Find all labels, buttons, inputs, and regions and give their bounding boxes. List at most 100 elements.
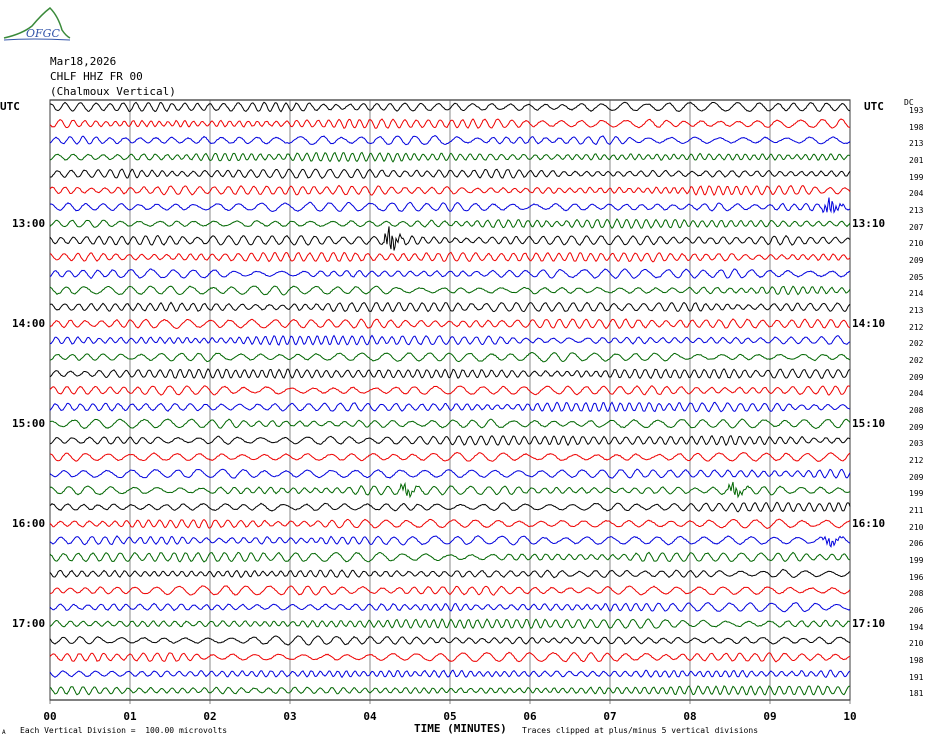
seismic-trace	[49, 385, 851, 396]
date-label: Mar18,2026	[50, 55, 117, 68]
seismic-trace	[49, 685, 850, 696]
seismic-trace	[50, 435, 851, 447]
dc-offset-label: 203	[909, 439, 924, 449]
dc-offset-label: 210	[909, 639, 924, 649]
hour-label-left: 17:00	[12, 616, 46, 630]
seismic-trace	[49, 451, 851, 462]
seismic-trace	[49, 226, 851, 251]
dc-offset-label: 206	[909, 539, 924, 549]
logo-mountain-icon	[3, 7, 71, 41]
dc-offset-label: 205	[909, 272, 924, 282]
seismic-trace	[49, 118, 850, 129]
location-label: (Chalmoux Vertical)	[50, 85, 176, 98]
seismic-trace	[49, 551, 851, 563]
seismic-trace	[49, 669, 851, 679]
seismic-trace	[49, 568, 851, 579]
seismic-trace	[49, 368, 851, 380]
dc-offset-label: 199	[909, 172, 924, 182]
dc-offset-label: 213	[909, 306, 924, 316]
hour-label-right: 16:10	[852, 516, 886, 530]
seismic-trace	[49, 184, 851, 196]
x-tick-label: 10	[843, 710, 857, 723]
seismic-trace	[49, 101, 850, 113]
dc-offset-label: 211	[909, 506, 924, 516]
dc-offset-label: 208	[909, 406, 924, 416]
hour-label-right: 14:10	[852, 316, 886, 330]
dc-offset-label: 198	[909, 656, 924, 666]
x-tick-label: 04	[363, 710, 377, 723]
station-label: CHLF HHZ FR 00	[50, 70, 143, 83]
x-axis-title: TIME (MINUTES)	[414, 722, 507, 735]
x-tick-label: 01	[123, 710, 137, 723]
seismic-trace	[49, 268, 851, 280]
utc-left-label: UTC	[0, 100, 20, 113]
hour-label-left: 13:00	[12, 216, 46, 230]
dc-offset-label: 213	[909, 206, 924, 216]
hour-label-right: 17:10	[852, 616, 886, 630]
seismic-trace	[49, 602, 851, 613]
dc-offset-label: 204	[909, 389, 924, 399]
dc-offset-label: 212	[909, 456, 924, 466]
seismic-trace	[49, 468, 851, 479]
corner-mark: A	[2, 729, 6, 736]
seismic-trace	[49, 218, 851, 229]
hour-label-right: 13:10	[852, 216, 886, 230]
dc-offset-label: 181	[909, 689, 924, 699]
seismic-trace	[49, 535, 851, 548]
seismic-trace	[49, 481, 851, 499]
dc-offset-label: 202	[909, 356, 924, 366]
utc-right-label: UTC	[864, 100, 884, 113]
seismic-trace	[49, 197, 851, 214]
dc-offset-label: 199	[909, 556, 924, 566]
dc-offset-label: 212	[909, 322, 924, 332]
dc-offset-label: 199	[909, 489, 924, 499]
dc-offset-label: 207	[909, 222, 924, 232]
logo-text: OFGC	[26, 27, 60, 40]
dc-offset-label: 209	[909, 372, 924, 382]
seismic-trace	[49, 518, 851, 529]
seismic-trace	[49, 651, 851, 663]
seismic-trace	[49, 135, 851, 146]
dc-offset-label: 209	[909, 472, 924, 482]
dc-offset-label: 202	[909, 339, 924, 349]
dc-offset-label: 198	[909, 122, 924, 132]
dc-offset-label: 210	[909, 239, 924, 249]
x-tick-label: 09	[763, 710, 777, 723]
ofgc-logo	[2, 4, 72, 44]
seismic-trace	[49, 334, 851, 346]
dc-offset-label: 204	[909, 189, 924, 199]
seismic-trace	[49, 285, 851, 296]
x-tick-label: 00	[43, 710, 57, 723]
seismic-trace	[49, 168, 851, 179]
x-tick-label: 07	[603, 710, 617, 723]
x-tick-label: 05	[443, 710, 457, 723]
dc-offset-label: 208	[909, 589, 924, 599]
seismic-trace	[49, 301, 851, 313]
seismic-trace	[49, 501, 851, 513]
seismic-trace	[49, 351, 851, 363]
dc-offset-label: 201	[909, 156, 924, 165]
dc-offset-label: 196	[909, 572, 924, 582]
dc-offset-label: 206	[909, 606, 924, 616]
dc-offset-label: 209	[909, 422, 924, 432]
seismic-trace	[49, 418, 851, 430]
seismic-trace	[49, 318, 851, 330]
footer-scale-note: Each Vertical Division = 100.00 microvol…	[20, 726, 228, 735]
hour-label-left: 14:00	[12, 316, 46, 330]
dc-offset-label: 194	[909, 622, 924, 632]
dc-offset-label: 210	[909, 522, 924, 532]
seismic-trace	[49, 251, 851, 263]
seismic-trace	[49, 618, 851, 630]
hour-label-left: 15:00	[12, 416, 46, 430]
seismic-trace	[49, 585, 851, 596]
hour-label-left: 16:00	[12, 516, 46, 530]
x-tick-label: 08	[683, 710, 697, 723]
seismic-trace	[49, 151, 851, 163]
dc-offset-label: 193	[909, 106, 924, 115]
hour-label-right: 15:10	[852, 416, 886, 430]
dc-offset-label: 209	[909, 256, 924, 266]
dc-offset-label: 191	[909, 672, 924, 682]
seismic-trace	[49, 635, 851, 646]
footer-clip-note: Traces clipped at plus/minus 5 vertical …	[522, 726, 759, 735]
